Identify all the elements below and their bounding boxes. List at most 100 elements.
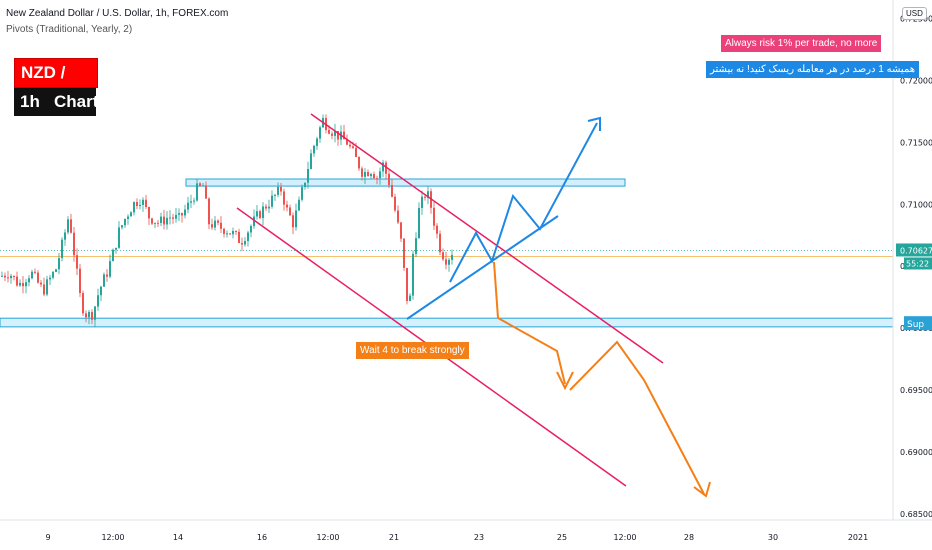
candle-body xyxy=(76,255,78,269)
candles-layer xyxy=(1,114,453,328)
current-price-label: 0.70627 xyxy=(900,246,932,255)
candle-body xyxy=(346,139,348,145)
price-tick-label: 0.68500 xyxy=(900,510,932,519)
candle-body xyxy=(34,271,36,273)
candle-body xyxy=(349,144,351,147)
candle-body xyxy=(40,282,42,285)
candle-body xyxy=(61,239,63,259)
candle-body xyxy=(142,199,144,205)
candle-body xyxy=(70,219,72,233)
candle-body xyxy=(232,231,234,235)
time-tick-label: 28 xyxy=(684,533,694,542)
candle-body xyxy=(295,210,297,228)
chart-title: New Zealand Dollar / U.S. Dollar, 1h, FO… xyxy=(6,8,229,19)
price-tick-label: 0.72000 xyxy=(900,76,932,85)
candle-body xyxy=(436,225,438,234)
risk-note-persian: همیشه 1 درصد در هر معامله ریسک کنید! نه … xyxy=(706,61,919,78)
support-tag-label: Sup xyxy=(907,320,924,330)
candle-body xyxy=(133,201,135,213)
candle-body xyxy=(31,271,33,279)
candle-body xyxy=(343,131,345,140)
candle-body xyxy=(235,231,237,233)
candle-body xyxy=(247,232,249,242)
time-tick-label: 12:00 xyxy=(316,533,339,542)
candle-body xyxy=(397,210,399,223)
candle-body xyxy=(127,216,129,219)
candle-body xyxy=(85,313,87,318)
candle-body xyxy=(370,174,372,177)
candle-body xyxy=(328,129,330,134)
candle-body xyxy=(274,194,276,196)
risk-note: Always risk 1% per trade, no more xyxy=(721,35,882,52)
candle-body xyxy=(187,202,189,210)
candle-body xyxy=(43,284,45,295)
candle-body xyxy=(46,279,48,295)
candle-body xyxy=(25,282,27,287)
candle-body xyxy=(283,191,285,205)
candle-body xyxy=(151,218,153,224)
candle-body xyxy=(130,212,132,217)
candle-body xyxy=(379,171,381,179)
candle-body xyxy=(352,146,354,148)
candle-body xyxy=(382,162,384,172)
time-tick-label: 2021 xyxy=(848,533,868,542)
candle-body xyxy=(97,295,99,307)
candle-body xyxy=(91,311,93,320)
pair-badge: NZD / USD xyxy=(14,58,98,110)
candle-body xyxy=(445,259,447,265)
candle-body xyxy=(262,206,264,219)
candle-body xyxy=(433,207,435,226)
candle-body xyxy=(175,214,177,219)
candle-body xyxy=(28,278,30,283)
support-zone xyxy=(0,317,894,328)
time-tick-label: 16 xyxy=(257,533,267,542)
candle-body xyxy=(16,276,18,286)
candle-body xyxy=(22,282,24,287)
candle-body xyxy=(49,277,51,280)
candle-body xyxy=(364,172,366,177)
candle-body xyxy=(223,228,225,234)
candle-body xyxy=(52,271,54,278)
candle-body xyxy=(79,268,81,294)
candle-body xyxy=(298,199,300,211)
candle-body xyxy=(337,130,339,140)
candle-body xyxy=(211,224,213,228)
candle-body xyxy=(136,201,138,207)
candle-body xyxy=(190,201,192,203)
candle-body xyxy=(451,254,453,260)
candle-body xyxy=(385,162,387,174)
candle-body xyxy=(1,275,3,277)
wait-note: Wait 4 to break strongly xyxy=(356,342,469,359)
price-tick-label: 0.69000 xyxy=(900,448,932,457)
candle-body xyxy=(319,127,321,139)
candle-body xyxy=(253,216,255,227)
candle-body xyxy=(334,130,336,136)
candle-body xyxy=(115,247,117,250)
candle-body xyxy=(112,249,114,262)
candle-body xyxy=(106,274,108,277)
candle-body xyxy=(421,196,423,208)
candle-body xyxy=(82,293,84,314)
resistance-zone xyxy=(185,178,626,187)
candle-body xyxy=(13,275,15,277)
candle-body xyxy=(205,185,207,199)
orange-arrow-head-2 xyxy=(693,481,711,498)
candle-body xyxy=(292,215,294,228)
time-tick-label: 25 xyxy=(557,533,567,542)
candle-body xyxy=(94,306,96,320)
currency-button[interactable]: USD xyxy=(902,7,927,20)
candle-body xyxy=(259,211,261,219)
candle-body xyxy=(271,195,273,207)
candle-body xyxy=(55,269,57,272)
candle-body xyxy=(64,232,66,240)
drawings-layer xyxy=(236,113,711,498)
blue-arrow-head xyxy=(587,116,601,131)
candle-body xyxy=(250,226,252,233)
candle-body xyxy=(226,233,228,235)
candle-body xyxy=(10,275,12,279)
candle-body xyxy=(442,252,444,260)
price-tick-label: 0.71500 xyxy=(900,138,932,147)
